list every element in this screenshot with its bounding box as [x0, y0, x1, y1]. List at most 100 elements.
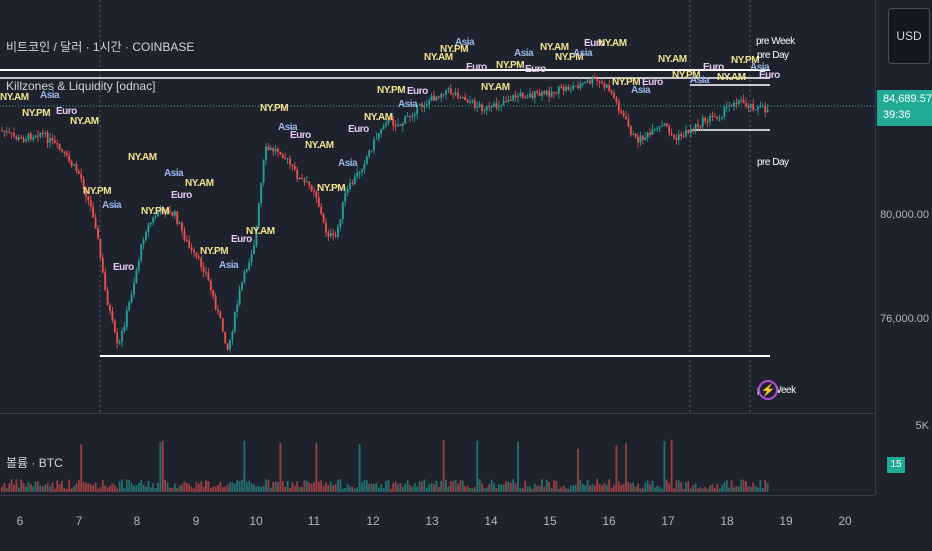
- candle-body: [538, 92, 541, 96]
- candle-body: [154, 216, 157, 218]
- volume-bar: [572, 485, 575, 492]
- volume-bar: [641, 487, 644, 492]
- volume-bar: [394, 481, 397, 492]
- volume-bar: [5, 488, 8, 492]
- volume-bar: [545, 479, 548, 492]
- volume-bar: [632, 482, 635, 492]
- volume-bar: [363, 479, 366, 492]
- volume-bar: [104, 485, 107, 492]
- volume-bar: [459, 480, 462, 492]
- volume-legend[interactable]: 볼륨 · BTC: [6, 456, 63, 470]
- candle-body: [85, 188, 87, 197]
- volume-bar: [735, 486, 738, 492]
- volume-bar: [651, 480, 654, 492]
- volume-bar: [229, 481, 231, 492]
- volume-bar: [178, 485, 181, 492]
- candle-body: [747, 105, 750, 108]
- candle-body: [507, 99, 510, 102]
- candle-body: [212, 290, 215, 297]
- volume-bar: [380, 484, 383, 492]
- candle-body: [591, 77, 594, 84]
- candle-body: [320, 206, 323, 214]
- candle-body: [555, 92, 558, 94]
- volume-bar: [476, 440, 479, 492]
- volume-bar: [265, 479, 267, 492]
- candle-body: [457, 92, 459, 98]
- volume-bar: [673, 488, 675, 492]
- indicator-legend[interactable]: Killzones & Liquidity [odnac]: [6, 79, 156, 93]
- time-axis[interactable]: 6 7 8 9 10 11 12 13 14 15 16 17 18 19 20: [0, 495, 875, 551]
- volume-bar: [351, 486, 354, 492]
- currency-button[interactable]: USD: [888, 8, 930, 64]
- candle-body: [147, 224, 150, 232]
- volume-bar: [617, 481, 620, 492]
- candle-body: [740, 100, 743, 102]
- candle-body: [101, 257, 104, 273]
- session-label-ny-pm: NY.PM: [260, 103, 289, 114]
- volume-bar: [464, 486, 467, 492]
- candle-body: [118, 341, 121, 344]
- volume-bar: [500, 484, 503, 492]
- volume-bar: [425, 487, 428, 492]
- candle-body: [219, 311, 222, 319]
- session-label-asia: Asia: [514, 48, 534, 59]
- volume-bar: [68, 479, 71, 492]
- volume-bar: [257, 486, 260, 492]
- candle-body: [53, 140, 56, 144]
- volume-bar: [39, 485, 42, 492]
- candle-body: [217, 309, 219, 312]
- candle-body: [454, 92, 457, 95]
- volume-bar: [519, 487, 522, 492]
- symbol-legend[interactable]: 비트코인 / 달러 · 1시간 · COINBASE: [6, 40, 195, 54]
- candle-body: [137, 260, 140, 271]
- candle-body: [733, 102, 735, 107]
- candle-body: [759, 106, 762, 108]
- volume-bar: [469, 487, 471, 492]
- candle-body: [572, 85, 575, 89]
- volume-bar: [262, 485, 265, 492]
- candle-body: [370, 150, 373, 152]
- lightning-icon[interactable]: ⚡: [758, 380, 778, 400]
- candle-body: [255, 226, 258, 246]
- volume-bar: [327, 484, 330, 492]
- volume-bar: [574, 484, 577, 492]
- candle-body: [574, 85, 577, 87]
- candle-body: [737, 100, 740, 104]
- candle-body: [317, 197, 320, 207]
- volume-bar: [231, 482, 234, 492]
- candle-body: [133, 283, 135, 295]
- candle-body: [742, 100, 745, 104]
- candle-body: [226, 343, 229, 350]
- volume-bar: [149, 487, 152, 492]
- volume-bar: [303, 480, 306, 492]
- candle-body: [728, 105, 731, 107]
- volume-bar: [349, 486, 351, 492]
- volume-bar: [411, 486, 414, 492]
- candle-body: [596, 78, 599, 82]
- candle-body: [284, 158, 287, 160]
- candle-body: [473, 100, 476, 108]
- volume-bar: [135, 485, 138, 492]
- volume-bar: [32, 486, 35, 492]
- volume-pane[interactable]: [0, 413, 875, 496]
- volume-bar: [145, 486, 147, 492]
- volume-bar: [195, 481, 198, 492]
- volume-bar: [291, 482, 294, 492]
- volume-bar: [533, 483, 536, 492]
- candlestick-chart[interactable]: [0, 0, 875, 413]
- volume-bar: [620, 484, 623, 492]
- candle-body: [351, 183, 354, 185]
- volume-bar: [267, 479, 270, 492]
- candle-body: [157, 212, 159, 217]
- volume-bar: [113, 485, 116, 492]
- volume-bar: [279, 442, 282, 492]
- price-chart[interactable]: 비트코인 / 달러 · 1시간 · COINBASE Killzones & L…: [0, 0, 875, 413]
- candle-body: [80, 173, 83, 179]
- candle-body: [22, 138, 25, 142]
- volume-bar: [353, 488, 356, 492]
- session-label-euro: Euro: [56, 106, 77, 117]
- volume-bar: [190, 486, 193, 492]
- volume-bar: [128, 479, 131, 492]
- price-axis[interactable]: 80,000.00 76,000.00 5K: [875, 0, 932, 495]
- volume-bar: [80, 444, 83, 492]
